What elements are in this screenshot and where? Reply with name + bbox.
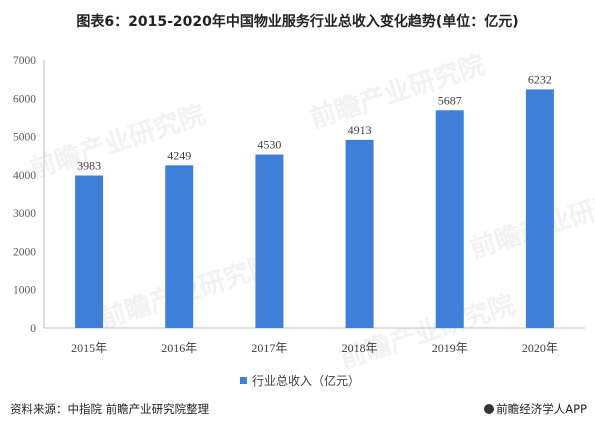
watermark: 前瞻产业研究院前瞻产业研究院前瞻产业研究院前瞻产业研究院前瞻产业研究院 <box>26 49 595 375</box>
chart-area: 前瞻产业研究院前瞻产业研究院前瞻产业研究院前瞻产业研究院前瞻产业研究院 0 100… <box>0 40 595 400</box>
bar <box>435 110 464 329</box>
x-tick-labels: 2015年 2016年 2017年 2018年 2019年 2020年 <box>71 341 558 355</box>
y-tick-label: 2000 <box>13 246 36 258</box>
credit-text: 前瞻经济学人APP <box>496 402 587 416</box>
bar <box>525 89 554 328</box>
x-tick-label: 2019年 <box>432 341 468 355</box>
bars <box>75 89 554 329</box>
data-label: 4913 <box>348 123 372 137</box>
source-note: 资料来源：中指院 前瞻产业研究院整理 <box>10 402 210 416</box>
data-labels: 3983 4249 4530 4913 5687 6232 <box>77 72 552 172</box>
data-label: 4530 <box>257 138 281 152</box>
y-tick-label: 1000 <box>13 285 36 297</box>
y-tick-label: 7000 <box>13 55 36 67</box>
credit: 前瞻经济学人APP <box>484 401 587 417</box>
data-label: 6232 <box>528 72 552 86</box>
legend-swatch <box>240 377 247 384</box>
legend: 行业总收入（亿元） <box>240 373 360 388</box>
y-tick-label: 4000 <box>13 170 36 182</box>
data-label: 5687 <box>438 93 462 107</box>
y-tick-label: 0 <box>30 323 36 335</box>
y-tick-label: 5000 <box>13 132 36 144</box>
y-tick-label: 6000 <box>13 93 36 105</box>
bar <box>75 175 104 328</box>
y-tick-label: 3000 <box>13 208 36 220</box>
x-tick-label: 2017年 <box>251 341 287 355</box>
legend-label: 行业总收入（亿元） <box>252 373 360 388</box>
data-label: 4249 <box>167 148 191 162</box>
y-tick-labels: 0 1000 2000 3000 4000 5000 6000 7000 <box>13 55 36 335</box>
chart-title: 图表6：2015-2020年中国物业服务行业总收入变化趋势(单位：亿元) <box>76 14 519 30</box>
bar <box>255 154 284 328</box>
bar <box>345 139 374 328</box>
brand-icon <box>484 404 495 414</box>
x-tick-label: 2020年 <box>522 341 558 355</box>
bar <box>165 165 194 328</box>
data-label: 3983 <box>77 159 101 173</box>
x-tick-label: 2016年 <box>161 341 197 355</box>
x-tick-label: 2015年 <box>71 341 107 355</box>
bar-chart: 前瞻产业研究院前瞻产业研究院前瞻产业研究院前瞻产业研究院前瞻产业研究院 0 100… <box>13 49 595 388</box>
footer: 资料来源：中指院 前瞻产业研究院整理 前瞻经济学人APP <box>0 398 595 420</box>
x-tick-label: 2018年 <box>342 341 378 355</box>
